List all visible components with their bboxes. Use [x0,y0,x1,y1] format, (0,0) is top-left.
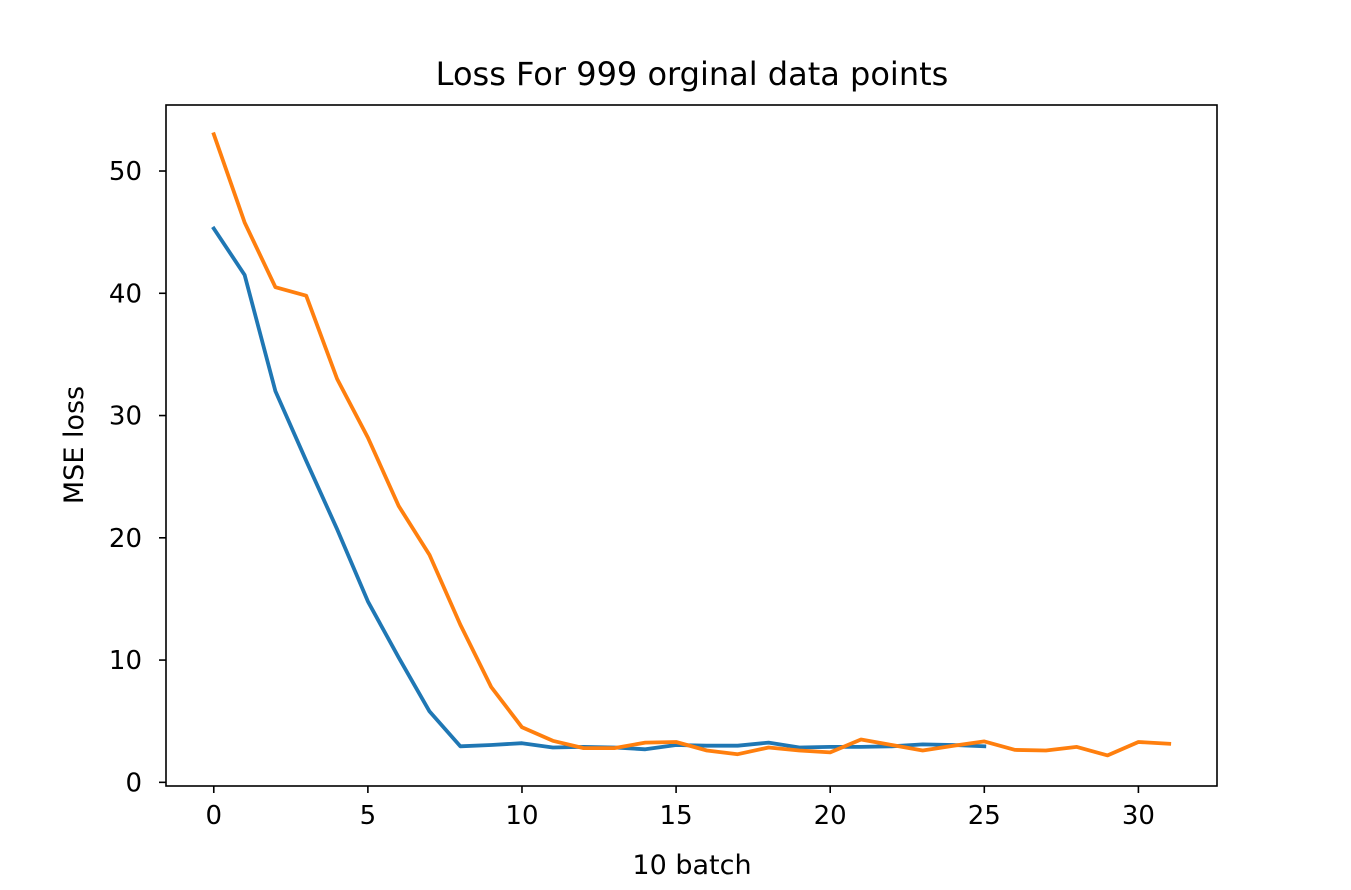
y-tick-label: 10 [109,646,142,676]
x-tick-label: 5 [360,801,377,831]
series-layer [211,131,1172,758]
x-axis-ticks: 0 5 10 15 20 25 30 [205,786,1155,831]
x-tick-label: 0 [205,801,222,831]
y-tick-label: 0 [125,768,142,798]
plot-frame [165,104,1218,787]
x-tick-label: 20 [814,801,847,831]
y-tick-label: 20 [109,524,142,554]
x-axis-label: 10 batch [632,850,751,881]
x-tick-label: 15 [660,801,693,831]
y-axis-ticks: 0 10 20 30 40 50 [109,157,166,798]
x-tick-label: 30 [1122,801,1155,831]
chart-title: Loss For 999 orginal data points [436,55,949,93]
y-tick-label: 50 [109,157,142,187]
y-tick-label: 40 [109,279,142,309]
y-axis-label: MSE loss [59,386,90,504]
x-tick-label: 25 [968,801,1001,831]
y-tick-label: 30 [109,402,142,432]
x-tick-label: 10 [505,801,538,831]
series-line-2 [211,131,1172,758]
